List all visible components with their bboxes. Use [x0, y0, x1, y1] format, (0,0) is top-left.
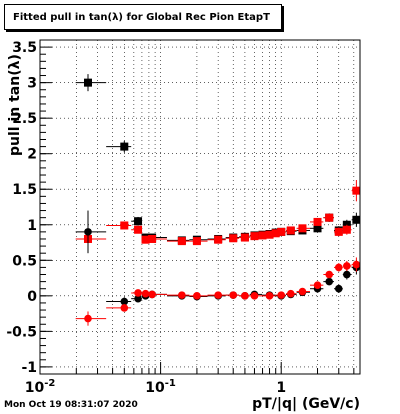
y-tick-label: 2.5	[12, 111, 37, 127]
data-point	[192, 237, 201, 246]
data-point	[313, 281, 322, 289]
y-tick-label: 1.5	[12, 182, 37, 198]
data-point	[334, 263, 343, 272]
data-point	[352, 186, 361, 195]
y-axis-label: pull in tan(λ)	[7, 54, 23, 156]
data-point	[178, 291, 186, 299]
series-group	[75, 257, 361, 326]
data-point	[325, 277, 334, 286]
data-point	[334, 284, 343, 293]
data-point	[148, 290, 156, 299]
data-point	[325, 270, 334, 279]
data-point	[84, 228, 92, 236]
data-point	[177, 237, 186, 246]
data-point	[271, 229, 280, 238]
data-point	[214, 291, 222, 299]
data-point	[120, 142, 129, 151]
data-point	[240, 233, 249, 242]
data-point	[250, 232, 259, 241]
chart-title-box: Fitted pull in tan(λ) for Global Rec Pio…	[4, 4, 282, 30]
data-point	[286, 289, 295, 298]
data-point	[342, 225, 351, 234]
data-point	[120, 304, 129, 312]
data-point	[193, 292, 201, 300]
data-point	[313, 224, 322, 233]
data-point	[83, 78, 92, 87]
y-tick-label: 3.5	[12, 40, 37, 56]
y-tick-label: -1	[21, 360, 37, 376]
data-point	[277, 227, 286, 236]
data-point	[298, 224, 307, 233]
data-point	[241, 292, 249, 300]
x-tick-label: 10-1	[145, 378, 176, 396]
data-point	[250, 292, 259, 300]
data-point	[229, 234, 238, 243]
y-tick-label: 0.5	[12, 253, 37, 269]
y-tick-label: -0.5	[6, 324, 37, 340]
series-group	[75, 179, 361, 246]
data-point	[352, 215, 361, 224]
data-point	[352, 260, 361, 269]
y-tick-label: 0	[27, 289, 37, 305]
data-point	[265, 292, 274, 300]
data-point	[148, 234, 157, 243]
data-point	[298, 287, 307, 296]
data-point	[120, 297, 129, 306]
data-point	[313, 217, 322, 226]
data-point	[343, 262, 351, 270]
data-point	[214, 235, 223, 244]
data-point	[277, 291, 286, 299]
data-point	[84, 314, 92, 323]
timestamp: Mon Oct 19 08:31:07 2020	[4, 400, 138, 410]
data-point	[134, 294, 142, 303]
x-axis-label: pT/|q| (GeV/c)	[252, 396, 360, 412]
data-point	[334, 227, 343, 236]
data-point	[229, 291, 238, 299]
y-tick-label: 1	[27, 218, 37, 234]
data-point	[343, 270, 351, 279]
data-point	[325, 213, 334, 222]
plot-frame	[39, 39, 361, 375]
data-point	[258, 231, 267, 240]
x-tick-label: 10-2	[25, 378, 56, 396]
x-tick-label: 1	[276, 380, 286, 396]
data-point	[141, 289, 150, 298]
data-point	[134, 289, 142, 297]
axis-ticks: 10-2 10-1 1 -1 -0.5 0 0.5 1 1.5 2 2.5 3 3.5	[6, 40, 355, 396]
data-point	[265, 230, 274, 239]
data-point	[134, 225, 143, 234]
data-point	[134, 217, 143, 226]
chart-title: Fitted pull in tan(λ) for Global Rec Pio…	[13, 12, 270, 23]
data-point	[286, 226, 295, 235]
data-series	[75, 74, 361, 326]
y-tick-label: 2	[27, 147, 37, 163]
data-point	[141, 235, 150, 244]
y-tick-label: 3	[27, 76, 37, 92]
data-point	[120, 221, 129, 230]
